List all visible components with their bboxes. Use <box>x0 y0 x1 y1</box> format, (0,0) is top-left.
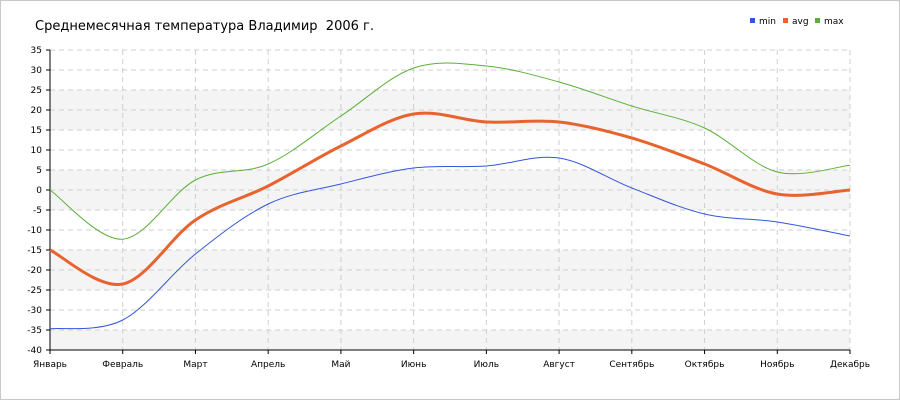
x-axis-ticks: Январь Февраль Март Апрель Май Июнь Июль Август… <box>33 350 870 370</box>
x-tick-label: Декабрь <box>830 360 870 370</box>
x-tick-label: Февраль <box>102 360 143 370</box>
legend-swatch-max <box>815 18 820 23</box>
band <box>50 190 850 210</box>
y-tick-label: -5 <box>33 206 42 216</box>
x-tick-label: Октябрь <box>685 360 725 370</box>
band <box>50 90 850 110</box>
plot-background-bands <box>50 50 850 350</box>
band <box>50 330 850 350</box>
band <box>50 150 850 170</box>
y-tick-label: 30 <box>31 66 43 76</box>
x-tick-label: Июль <box>474 360 499 370</box>
series-lines <box>49 62 851 330</box>
y-tick-label: 35 <box>31 46 42 56</box>
x-tick-label: Ноябрь <box>760 360 794 370</box>
legend: min avg max <box>750 17 844 27</box>
x-tick-label: Июнь <box>401 360 427 370</box>
legend-label-min: min <box>759 17 776 27</box>
x-tick-label: Январь <box>33 360 67 370</box>
band <box>50 270 850 290</box>
series-line-max <box>49 62 851 240</box>
y-tick-label: 15 <box>31 126 42 136</box>
series-line-min <box>49 156 851 330</box>
legend-swatch-min <box>750 18 755 23</box>
y-axis-ticks: 35 30 25 20 15 10 5 0 -5 -10 -15 -20 -25 -30 -35 -40 <box>27 46 50 356</box>
y-tick-label: -25 <box>27 286 42 296</box>
band <box>50 130 850 150</box>
y-tick-label: -20 <box>27 266 42 276</box>
y-tick-label: 10 <box>31 146 43 156</box>
y-tick-label: 0 <box>36 186 42 196</box>
y-tick-label: -15 <box>27 246 42 256</box>
band <box>50 170 850 190</box>
y-tick-label: -10 <box>27 226 42 236</box>
band <box>50 310 850 330</box>
band <box>50 290 850 310</box>
x-tick-label: Март <box>183 360 207 370</box>
chart-title: Среднемесячная температура Владимир 2006… <box>35 19 374 34</box>
band <box>50 110 850 130</box>
band <box>50 210 850 230</box>
axes <box>49 50 850 351</box>
band <box>50 70 850 90</box>
y-tick-label: 5 <box>36 166 42 176</box>
x-tick-label: Август <box>543 360 575 370</box>
legend-label-avg: avg <box>792 17 809 27</box>
band <box>50 50 850 70</box>
series-line-avg <box>49 111 851 286</box>
x-tick-label: Май <box>331 360 350 370</box>
y-tick-label: -40 <box>27 346 42 356</box>
legend-label-max: max <box>824 17 844 27</box>
band <box>50 230 850 250</box>
legend-swatch-avg <box>783 18 788 23</box>
y-tick-label: 20 <box>31 106 43 116</box>
band <box>50 250 850 270</box>
y-tick-label: -35 <box>27 326 42 336</box>
x-tick-label: Сентябрь <box>609 360 654 370</box>
x-tick-label: Апрель <box>251 360 285 370</box>
y-tick-label: -30 <box>27 306 42 316</box>
y-tick-label: 25 <box>31 86 42 96</box>
